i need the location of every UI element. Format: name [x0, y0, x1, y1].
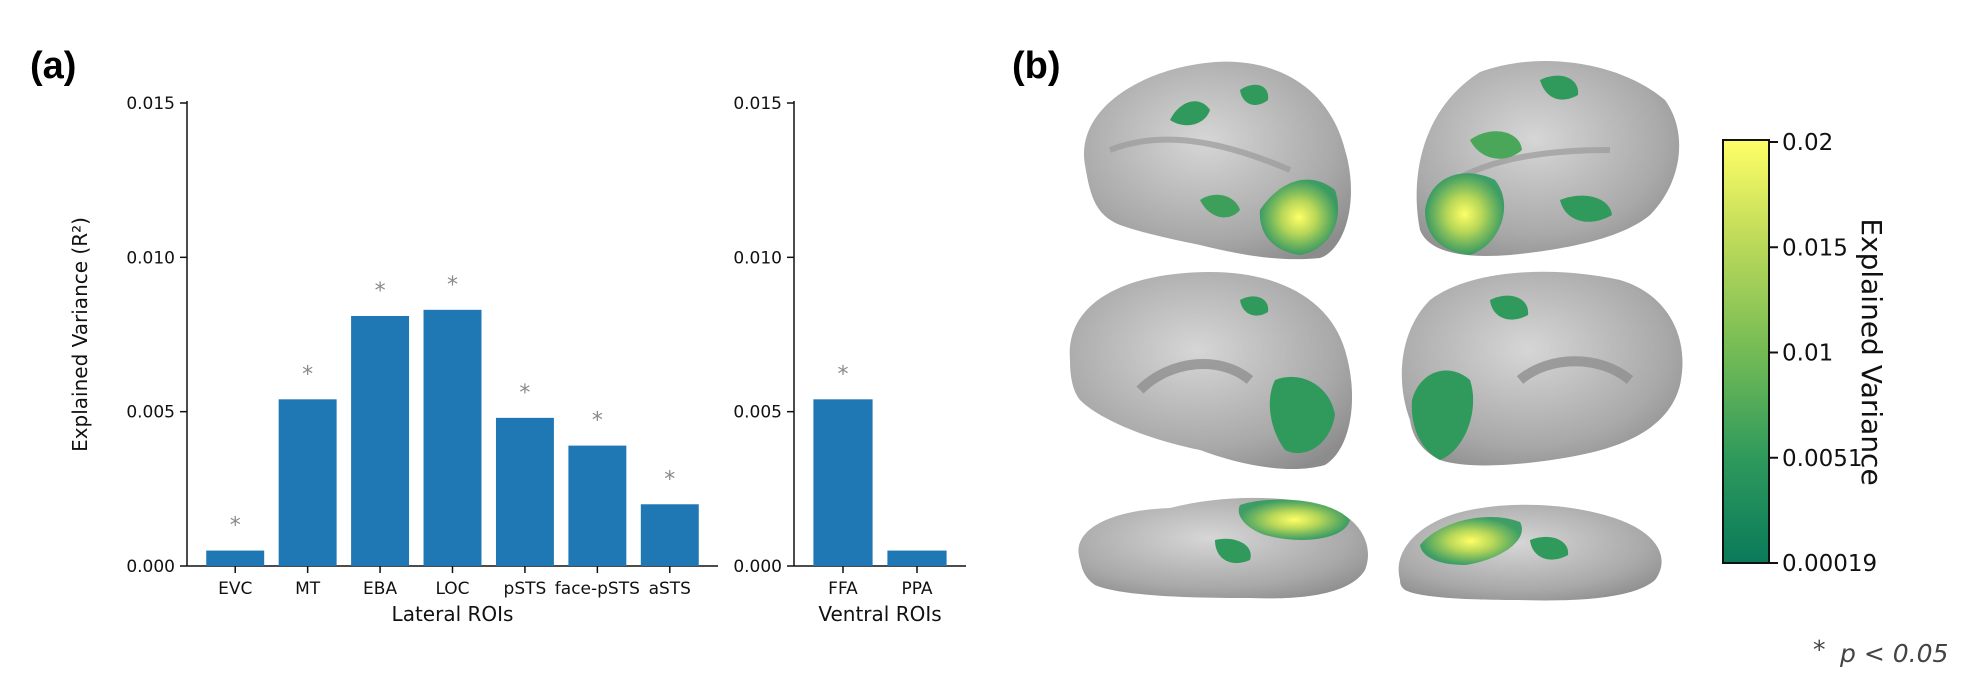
colorbar-tick-label: 0.02	[1782, 130, 1833, 156]
bar-psts	[495, 417, 554, 566]
colorbar: 0.02 0.015 0.01 0.0051 0.00019 Explained Var…	[1722, 130, 1888, 577]
bar-evc	[206, 550, 265, 566]
x-tick-label: MT	[295, 579, 321, 599]
x-tick-label: PPA	[901, 579, 932, 599]
footnote-star: *	[1813, 635, 1826, 664]
brain-ventral-right	[1398, 504, 1662, 601]
brain-medial-right	[1401, 271, 1683, 466]
x-tick-label: aSTS	[649, 579, 691, 599]
x-axis-title: Lateral ROIs	[392, 602, 514, 626]
bar-asts	[640, 504, 699, 566]
colorbar-tick-label: 0.015	[1782, 235, 1848, 261]
y-tick-label: 0.010	[733, 248, 782, 268]
lateral-roi-bar-chart: 0.000 0.005 0.010 0.015 EVC * MT * EBA * LOC * pSTS *…	[68, 94, 718, 626]
colorbar-tick-label: 0.00019	[1782, 551, 1877, 577]
significance-footnote: * p < 0.05	[1813, 635, 1948, 668]
bar-mt	[278, 399, 337, 566]
significance-star: *	[664, 467, 675, 492]
colorbar-gradient	[1722, 139, 1770, 564]
footnote-text: p < 0.05	[1839, 639, 1948, 668]
bar-face-psts	[568, 445, 627, 566]
bar-eba	[351, 315, 410, 566]
ventral-roi-bar-chart: 0.000 0.005 0.010 0.015 FFA * PPA Ventral ROIs	[733, 94, 966, 626]
significance-star: *	[838, 362, 849, 387]
x-tick-label: EVC	[218, 579, 252, 599]
x-tick-label: face-pSTS	[555, 579, 640, 599]
brain-medial-left	[1069, 272, 1353, 470]
bar-loc	[423, 309, 482, 566]
significance-star: *	[302, 362, 313, 387]
y-tick-label: 0.010	[126, 248, 175, 268]
brain-maps	[1069, 61, 1683, 601]
panel-b-label: (b)	[1012, 45, 1061, 87]
significance-star: *	[447, 273, 458, 298]
x-axis-title: Ventral ROIs	[818, 602, 941, 626]
significance-star: *	[592, 409, 603, 434]
colorbar-title: Explained Variance	[1855, 218, 1888, 485]
y-tick-label: 0.005	[126, 403, 175, 423]
y-tick-label: 0.015	[126, 94, 175, 114]
significance-star: *	[230, 514, 241, 539]
significance-star: *	[519, 381, 530, 406]
brain-lateral-left	[1083, 61, 1351, 260]
y-tick-label: 0.000	[126, 557, 175, 577]
significance-star: *	[375, 279, 386, 304]
x-tick-label: LOC	[435, 579, 469, 599]
colorbar-tick-label: 0.01	[1782, 341, 1833, 367]
y-tick-label: 0.005	[733, 403, 782, 423]
x-tick-label: FFA	[828, 579, 858, 599]
y-tick-label: 0.000	[733, 557, 782, 577]
panel-a-label: (a)	[30, 45, 76, 87]
brain-ventral-left	[1078, 497, 1368, 599]
colorbar-tick-label: 0.0051	[1782, 446, 1862, 472]
bar-ppa	[887, 550, 947, 566]
y-axis-title: Explained Variance (R²)	[68, 217, 92, 452]
x-tick-label: pSTS	[504, 579, 547, 599]
bar-ffa	[813, 399, 873, 566]
x-tick-label: EBA	[363, 579, 397, 599]
brain-lateral-right	[1416, 61, 1680, 256]
y-tick-label: 0.015	[733, 94, 782, 114]
